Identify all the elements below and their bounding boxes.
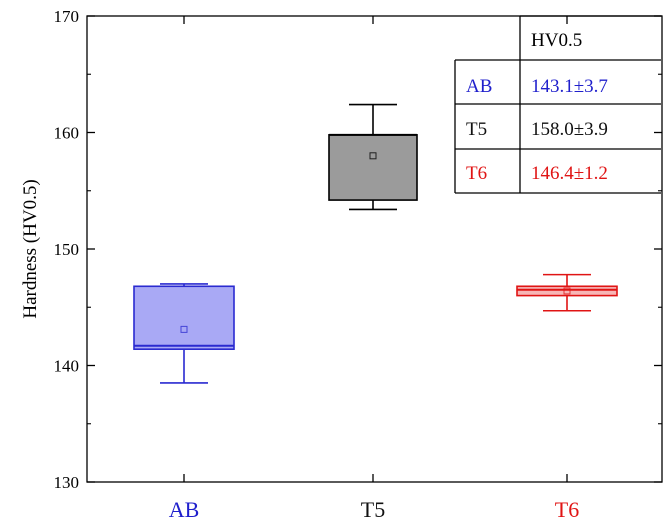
mean-marker bbox=[563, 287, 571, 295]
y-axis: 130 140 150 160 170 bbox=[54, 7, 662, 492]
box-iqr bbox=[328, 134, 418, 201]
box-iqr bbox=[516, 285, 618, 297]
box-T6 bbox=[516, 273, 618, 312]
box-iqr bbox=[133, 285, 235, 350]
inset-table-row-label: T5 bbox=[466, 119, 487, 140]
x-tick-label: T6 bbox=[555, 497, 579, 522]
inset-table-header-value: HV0.5 bbox=[531, 30, 582, 51]
box-T5 bbox=[328, 103, 418, 211]
y-tick-label: 130 bbox=[54, 473, 80, 492]
inset-table: HV0.5 AB 143.1±3.7 T5 158.0±3.9 T6 146.4… bbox=[454, 15, 661, 194]
inset-table-row-value: 143.1±3.7 bbox=[531, 76, 608, 97]
mean-marker bbox=[180, 325, 188, 333]
inset-table-row-value: 158.0±3.9 bbox=[531, 119, 608, 140]
inset-table-grid bbox=[454, 15, 661, 194]
inset-table-row-label: T6 bbox=[466, 163, 487, 184]
mean-marker bbox=[369, 152, 377, 160]
boxes bbox=[133, 103, 618, 384]
x-axis: AB T5 T6 bbox=[169, 16, 579, 522]
x-tick-label: AB bbox=[169, 497, 200, 522]
y-tick-label: 160 bbox=[54, 124, 80, 143]
box-AB bbox=[133, 283, 235, 384]
inset-table-row-label: AB bbox=[466, 76, 492, 97]
inset-table-row-value: 146.4±1.2 bbox=[531, 163, 608, 184]
y-axis-label: Hardness (HV0.5) bbox=[20, 179, 41, 318]
y-tick-label: 140 bbox=[54, 357, 80, 376]
y-tick-label: 150 bbox=[54, 240, 80, 259]
y-tick-label: 170 bbox=[54, 7, 80, 26]
x-tick-label: T5 bbox=[361, 497, 385, 522]
